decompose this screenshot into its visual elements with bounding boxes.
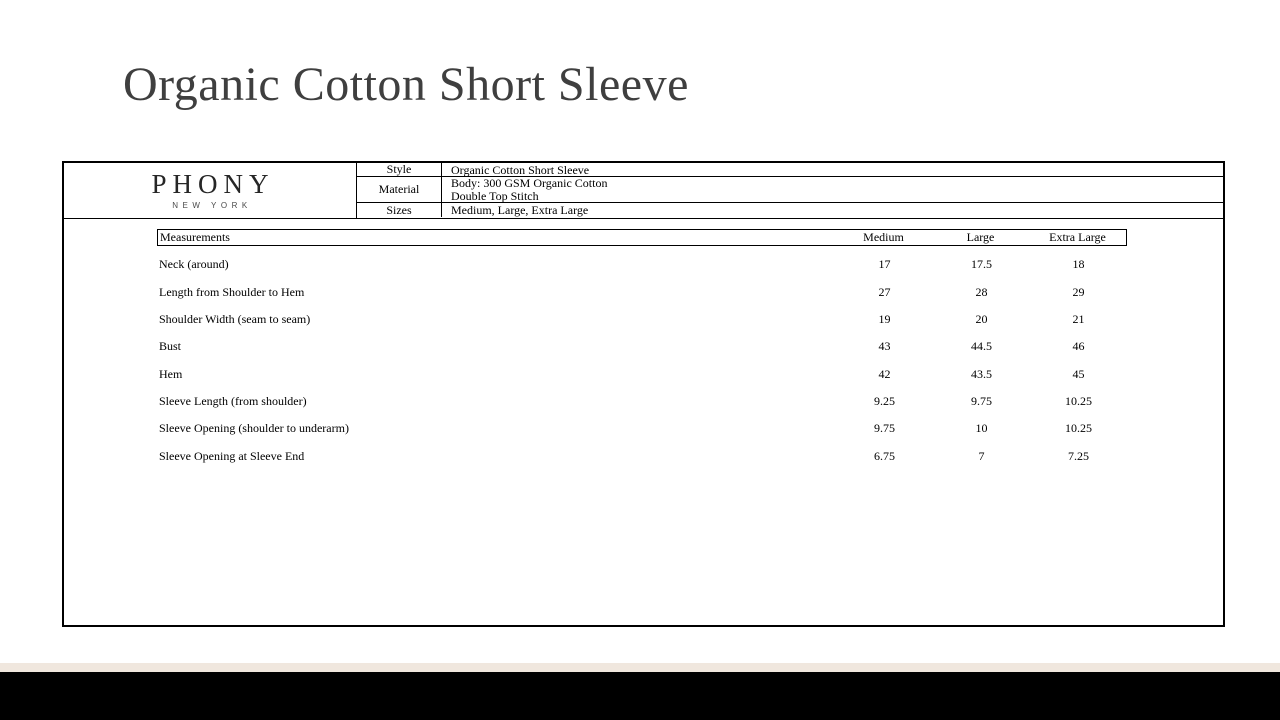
spec-sheet-header: PHONY NEW YORK Style Organic Cotton Shor… [64,162,1223,219]
sizes-value-text: Medium, Large, Extra Large [451,203,589,217]
cell-medium: 43 [878,339,891,354]
cell-large: 28 [975,284,988,299]
cell-large: 7 [978,448,985,463]
row-label: Shoulder Width (seam to seam) [159,311,311,326]
style-label: Style [357,162,442,176]
row-label: Neck (around) [159,257,229,272]
cell-large: 10 [975,421,988,436]
material-label: Material [357,177,442,202]
measurements-header-label: Measurements [160,230,230,244]
cell-large: 17.5 [971,257,992,272]
brand-logo: PHONY NEW YORK [64,163,357,218]
row-label: Length from Shoulder to Hem [159,284,305,299]
cell-large: 9.75 [971,393,992,408]
table-row: Sleeve Opening (shoulder to underarm) 9.… [157,415,1127,442]
brand-name: PHONY [151,169,275,199]
product-info-table: Style Organic Cotton Short Sleeve Materi… [357,162,1223,218]
row-label: Sleeve Opening at Sleeve End [159,448,305,463]
material-value: Body: 300 GSM Organic Cotton Double Top … [442,175,1223,203]
style-value: Organic Cotton Short Sleeve [442,162,1223,177]
table-row: Neck (around) 17 17.5 18 [157,251,1127,278]
cell-extra-large: 29 [1072,284,1085,299]
material-value-line-1: Body: 300 GSM Organic Cotton [451,175,608,190]
table-row: Sleeve Length (from shoulder) 9.25 9.75 … [157,388,1127,415]
slide-canvas: Organic Cotton Short Sleeve PHONY NEW YO… [62,58,1225,627]
material-value-line-2: Double Top Stitch [451,188,539,203]
cell-medium: 17 [878,257,891,272]
cell-medium: 6.75 [874,448,895,463]
row-label: Sleeve Opening (shoulder to underarm) [159,421,349,436]
cell-medium: 42 [878,366,891,381]
cell-large: 20 [975,311,988,326]
measurements-table-body: Neck (around) 17 17.5 18 Length from Sho… [157,251,1127,470]
cell-extra-large: 18 [1072,257,1085,272]
cell-extra-large: 10.25 [1065,421,1092,436]
row-label: Sleeve Length (from shoulder) [159,393,307,408]
table-row: Shoulder Width (seam to seam) 19 20 21 [157,306,1127,333]
table-row: Bust 43 44.5 46 [157,333,1127,360]
spec-sheet-box: PHONY NEW YORK Style Organic Cotton Shor… [62,161,1225,627]
cell-extra-large: 21 [1072,311,1085,326]
table-row: Hem 42 43.5 45 [157,360,1127,387]
row-label: Hem [159,366,183,381]
measurements-header-row: Measurements Medium Large Extra Large [157,229,1127,246]
sizes-label: Sizes [357,203,442,217]
cell-medium: 27 [878,284,891,299]
product-info-row-style: Style Organic Cotton Short Sleeve [357,162,1223,177]
cell-medium: 9.25 [874,393,895,408]
table-row: Sleeve Opening at Sleeve End 6.75 7 7.25 [157,442,1127,469]
column-header-large: Large [966,230,995,244]
cell-extra-large: 45 [1072,366,1085,381]
cell-medium: 9.75 [874,421,895,436]
row-label: Bust [159,339,182,354]
cell-extra-large: 7.25 [1068,448,1089,463]
product-info-row-sizes: Sizes Medium, Large, Extra Large [357,203,1223,217]
cell-extra-large: 10.25 [1065,393,1092,408]
sizes-value: Medium, Large, Extra Large [442,203,1223,217]
footer-black-bar [0,672,1280,720]
cell-extra-large: 46 [1072,339,1085,354]
product-info-row-material: Material Body: 300 GSM Organic Cotton Do… [357,175,1223,203]
brand-city: NEW YORK [172,201,252,210]
cell-medium: 19 [878,311,891,326]
page-title: Organic Cotton Short Sleeve [123,58,689,111]
cell-large: 43.5 [971,366,992,381]
style-value-text: Organic Cotton Short Sleeve [451,162,590,177]
cell-large: 44.5 [971,339,992,354]
column-header-medium: Medium [863,230,904,244]
column-header-extra-large: Extra Large [1049,230,1106,244]
table-row: Length from Shoulder to Hem 27 28 29 [157,278,1127,305]
footer-accent-strip [0,663,1280,672]
